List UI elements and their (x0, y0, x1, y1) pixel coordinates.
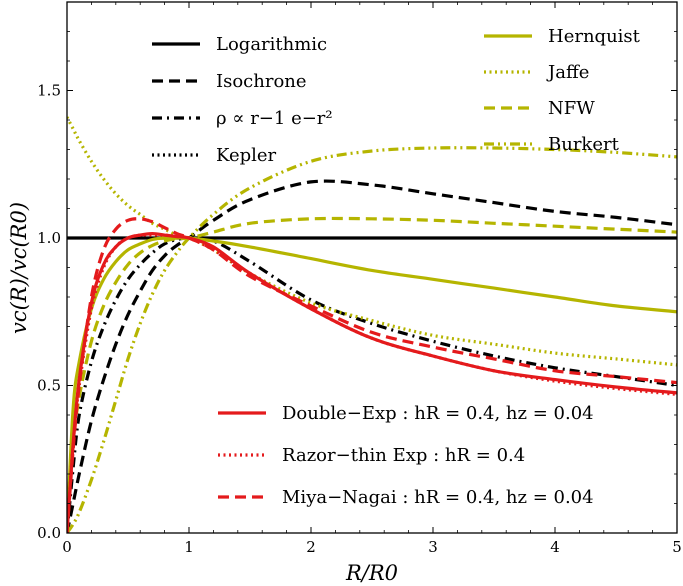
legend-label: Razor−thin Exp : hR = 0.4 (282, 445, 525, 466)
series-line-nfw (67, 216, 677, 533)
x-tick-label: 1 (184, 538, 194, 556)
series-line-burkert (67, 146, 677, 533)
series-line-razor-thin-exp-h-r-0-4 (67, 233, 677, 533)
legend-upper-right: Hernquist Jaffe NFW Burkert (484, 26, 641, 155)
tick-layer: 0 1 2 3 4 5 0.0 0.5 1.0 1.5 (37, 2, 682, 556)
y-axis-label: vc(R)/vc(R0) (7, 202, 31, 334)
legend-layer: Logarithmic Isochrone ρ ∝ r−1 e−r² Kepler He… (152, 26, 641, 508)
x-axis-label: R/R0 (345, 561, 398, 585)
legend-label: Burkert (548, 134, 620, 155)
y-tick-label: 0.5 (37, 377, 61, 395)
x-tick-label: 4 (550, 538, 560, 556)
y-tick-label: 1.5 (37, 82, 61, 100)
legend-lower-right: Double−Exp : hR = 0.4, hz = 0.04 Razor−th… (218, 403, 594, 508)
legend-upper-left: Logarithmic Isochrone ρ ∝ r−1 e−r² Kepler (152, 34, 333, 166)
series-line-r-1-e-r-2 (67, 236, 677, 533)
series-line-miya-nagai-h-r-0-4-h-z-0-04 (67, 217, 677, 533)
legend-label: ρ ∝ r−1 e−r² (216, 108, 333, 129)
legend-label: Double−Exp : hR = 0.4, hz = 0.04 (282, 403, 594, 424)
legend-label: NFW (548, 98, 595, 119)
y-tick-label: 0.0 (37, 524, 61, 542)
x-tick-label: 5 (672, 538, 682, 556)
legend-label: Isochrone (216, 71, 307, 92)
x-tick-label: 3 (428, 538, 438, 556)
legend-label: Logarithmic (216, 34, 327, 55)
x-tick-label: 0 (62, 538, 72, 556)
x-tick-label: 2 (306, 538, 316, 556)
legend-label: Kepler (216, 145, 277, 166)
legend-label: Miya−Nagai : hR = 0.4, hz = 0.04 (282, 487, 594, 508)
series-line-isochrone (67, 179, 677, 533)
y-tick-label: 1.0 (37, 229, 61, 247)
legend-label: Hernquist (548, 26, 641, 47)
legend-label: Jaffe (546, 62, 589, 83)
series-layer (67, 116, 677, 533)
plot-area (67, 2, 677, 533)
